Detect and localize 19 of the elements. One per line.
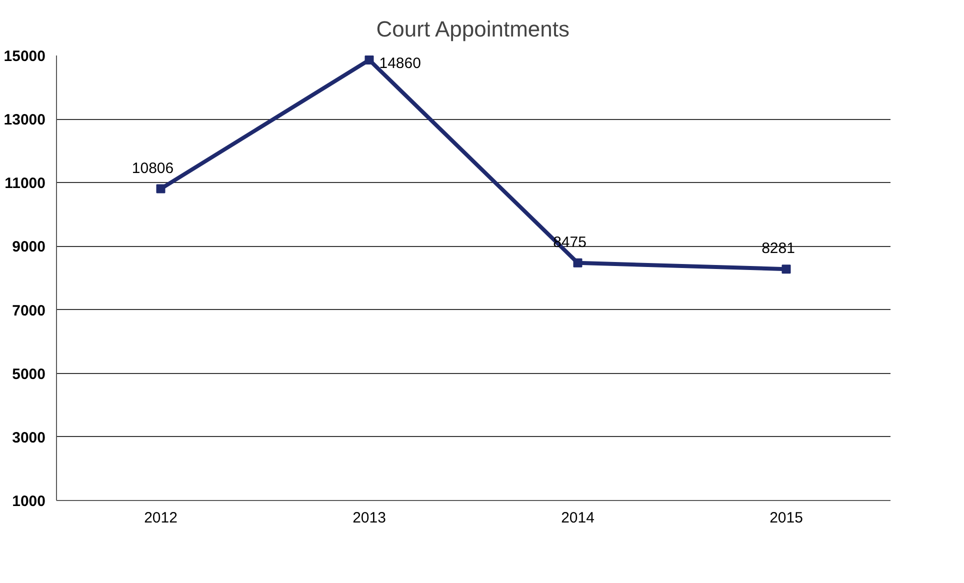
y-tick-label: 15000 bbox=[4, 48, 46, 65]
y-tick-label: 11000 bbox=[4, 175, 46, 192]
x-tick-label: 2015 bbox=[770, 510, 803, 526]
y-tick-label: 9000 bbox=[12, 238, 46, 256]
x-tick-label: 2014 bbox=[561, 510, 594, 526]
y-tick-label: 13000 bbox=[4, 112, 46, 129]
x-tick-label: 2012 bbox=[144, 510, 178, 526]
data-label: 14860 bbox=[379, 54, 421, 72]
y-tick-label: 7000 bbox=[12, 302, 46, 320]
y-tick-label: 1000 bbox=[12, 493, 46, 510]
y-tick-label: 5000 bbox=[12, 366, 46, 383]
data-label: 10806 bbox=[132, 160, 174, 177]
y-tick-label: 3000 bbox=[12, 429, 46, 446]
point bbox=[573, 258, 582, 268]
point bbox=[156, 184, 166, 194]
x-tick-label: 2013 bbox=[352, 510, 386, 526]
point bbox=[364, 56, 374, 64]
chart-title: Court Appointments bbox=[376, 16, 570, 42]
point bbox=[782, 264, 791, 274]
